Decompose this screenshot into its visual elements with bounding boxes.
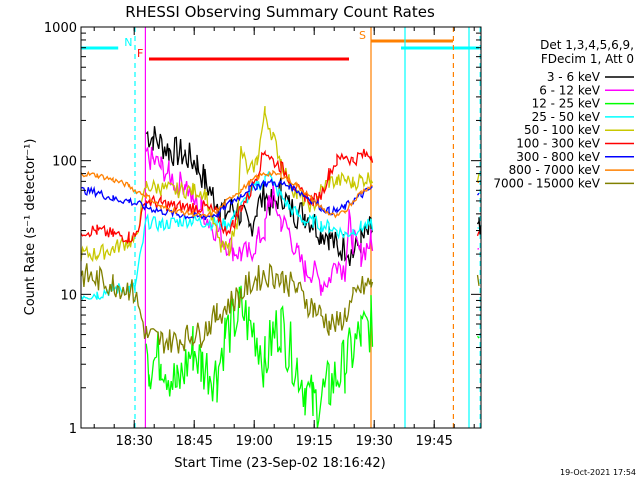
legend-label: 100 - 300 keV — [516, 137, 600, 151]
y-axis-ticks: 1 10 100 1000 — [44, 21, 481, 437]
legend-header: FDecim 1, Att 0 — [541, 52, 634, 66]
legend-label: 3 - 6 keV — [547, 70, 601, 84]
series-line — [80, 262, 480, 354]
legend: Det 1,3,4,5,6,9,FDecim 1, Att 0 3 - 6 keV… — [493, 38, 634, 190]
footer-timestamp: 19-Oct-2021 17:54 — [560, 468, 636, 477]
flag-bars: NF S — [81, 29, 479, 61]
legend-label: 25 - 50 keV — [532, 110, 601, 124]
y-axis-label: Count Rate (s⁻¹ detector⁻¹) — [23, 139, 38, 316]
series-line — [80, 148, 480, 245]
series-line — [80, 106, 480, 263]
y-tick-label: 1 — [69, 422, 77, 437]
series-line — [80, 169, 480, 219]
flag-label-n: N — [124, 36, 132, 49]
legend-label: 300 - 800 keV — [516, 150, 600, 164]
time-markers — [134, 27, 481, 428]
x-axis-label: Start Time (23-Sep-02 18:16:42) — [174, 456, 385, 471]
series-line — [80, 171, 480, 301]
legend-label: 7000 - 15000 keV — [493, 176, 600, 190]
x-tick-label: 18:45 — [175, 434, 212, 449]
series-line — [145, 146, 480, 296]
x-tick-label: 18:30 — [115, 434, 152, 449]
x-tick-label: 19:45 — [415, 434, 452, 449]
plot-frame — [80, 26, 482, 429]
x-tick-label: 19:30 — [355, 434, 392, 449]
plot-border — [80, 26, 482, 429]
series-line — [145, 285, 480, 429]
x-tick-label: 19:15 — [295, 434, 332, 449]
y-tick-label: 1000 — [44, 21, 77, 36]
flag-label-s: S — [359, 29, 366, 42]
legend-label: 800 - 7000 keV — [509, 163, 601, 177]
series-line — [145, 126, 482, 266]
series-lines — [80, 106, 482, 429]
legend-label: 50 - 100 keV — [524, 123, 601, 137]
legend-label: 12 - 25 keV — [532, 97, 601, 111]
x-axis-ticks: 18:30 18:45 19:00 19:15 19:30 19:45 — [93, 27, 475, 449]
legend-label: 6 - 12 keV — [539, 83, 601, 97]
flag-label-f: F — [137, 47, 143, 60]
x-tick-label: 19:00 — [235, 434, 272, 449]
chart-title: RHESSI Observing Summary Count Rates — [125, 3, 435, 21]
y-tick-label: 100 — [52, 155, 77, 170]
legend-header: Det 1,3,4,5,6,9, — [540, 38, 634, 52]
y-tick-label: 10 — [60, 288, 77, 303]
